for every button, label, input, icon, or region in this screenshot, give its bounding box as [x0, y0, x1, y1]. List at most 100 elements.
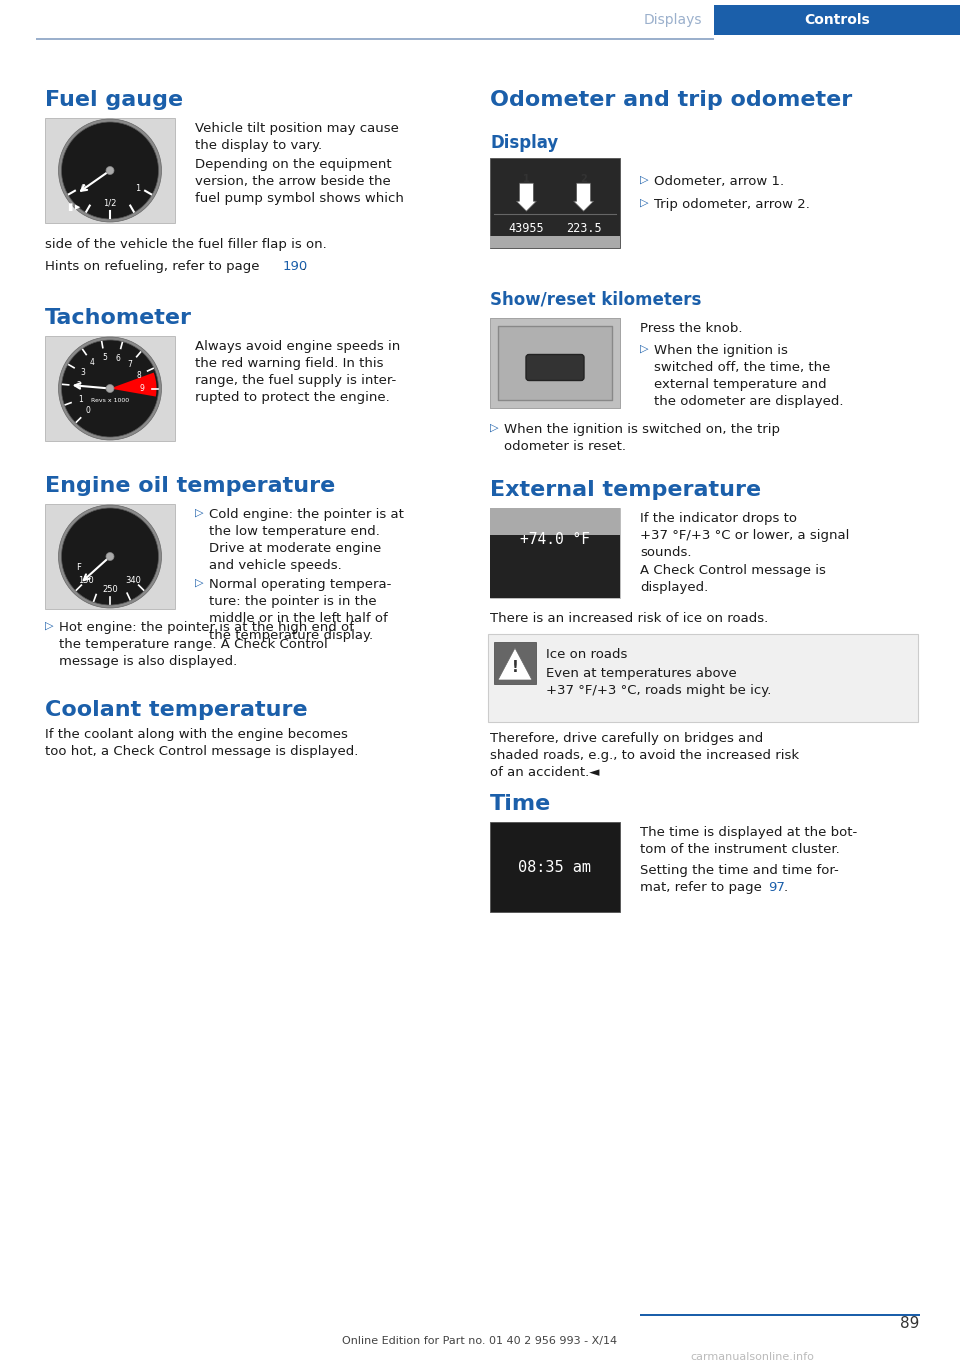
Text: F: F	[76, 564, 81, 572]
Text: switched off, the time, the: switched off, the time, the	[654, 361, 830, 375]
Text: Therefore, drive carefully on bridges and: Therefore, drive carefully on bridges an…	[490, 731, 763, 745]
Bar	[45, 336, 175, 441]
Text: Trip odometer, arrow 2.: Trip odometer, arrow 2.	[654, 197, 810, 211]
Text: If the indicator drops to: If the indicator drops to	[640, 512, 797, 524]
FancyArrow shape	[516, 184, 537, 211]
Bar	[490, 508, 620, 598]
Text: Fuel gauge: Fuel gauge	[45, 90, 183, 110]
Circle shape	[106, 553, 114, 561]
FancyBboxPatch shape	[526, 354, 584, 380]
Text: Odometer and trip odometer: Odometer and trip odometer	[490, 90, 852, 110]
Bar	[45, 118, 175, 223]
Bar	[498, 326, 612, 400]
Bar	[494, 642, 536, 684]
Text: When the ignition is: When the ignition is	[654, 345, 788, 357]
Text: ▷: ▷	[490, 424, 498, 433]
Text: A Check Control message is: A Check Control message is	[640, 564, 826, 577]
Text: 6: 6	[116, 354, 121, 362]
Text: side of the vehicle the fuel filler flap is on.: side of the vehicle the fuel filler flap…	[45, 238, 326, 251]
Text: ture: the pointer is in the: ture: the pointer is in the	[209, 595, 376, 607]
Text: ▷: ▷	[640, 197, 649, 208]
Text: 223.5: 223.5	[565, 222, 601, 234]
Text: Depending on the equipment: Depending on the equipment	[195, 158, 392, 172]
Polygon shape	[498, 648, 532, 680]
Circle shape	[61, 508, 158, 605]
Bar	[490, 535, 620, 598]
Text: Controls: Controls	[804, 14, 870, 27]
Circle shape	[59, 118, 161, 222]
Text: 5: 5	[102, 353, 107, 362]
Text: +74.0 °F: +74.0 °F	[520, 533, 590, 548]
Circle shape	[106, 384, 114, 392]
Text: 0: 0	[85, 406, 90, 415]
Text: 8: 8	[136, 370, 141, 380]
Bar	[714, 5, 960, 35]
Text: When the ignition is switched on, the trip: When the ignition is switched on, the tr…	[504, 424, 780, 436]
Text: 190: 190	[283, 260, 308, 272]
Text: mat, refer to page: mat, refer to page	[640, 881, 766, 893]
Text: Even at temperatures above: Even at temperatures above	[546, 667, 736, 680]
Text: ▷: ▷	[640, 174, 649, 185]
Text: odometer is reset.: odometer is reset.	[504, 440, 626, 454]
Bar	[490, 317, 620, 409]
Text: 08:35 am: 08:35 am	[518, 859, 591, 874]
Text: the temperature range. A Check Control: the temperature range. A Check Control	[59, 637, 327, 651]
Text: Engine oil temperature: Engine oil temperature	[45, 475, 335, 496]
Text: displayed.: displayed.	[640, 582, 708, 594]
Circle shape	[61, 123, 158, 219]
Text: Setting the time and time for-: Setting the time and time for-	[640, 864, 839, 877]
Text: ▮: ▮	[67, 202, 72, 212]
Text: 9: 9	[139, 384, 144, 394]
Text: Revs x 1000: Revs x 1000	[91, 398, 129, 403]
Text: +37 °F/+3 °C or lower, a signal: +37 °F/+3 °C or lower, a signal	[640, 528, 850, 542]
Text: 1: 1	[134, 184, 140, 192]
Text: Hints on refueling, refer to page: Hints on refueling, refer to page	[45, 260, 264, 272]
Text: 1: 1	[523, 174, 530, 184]
Text: Time: Time	[490, 794, 551, 814]
Text: 0: 0	[80, 184, 85, 192]
Bar	[488, 633, 918, 722]
Bar	[640, 1314, 920, 1316]
Text: message is also displayed.: message is also displayed.	[59, 655, 237, 667]
Text: and vehicle speeds.: and vehicle speeds.	[209, 558, 342, 572]
Text: There is an increased risk of ice on roads.: There is an increased risk of ice on roa…	[490, 612, 768, 625]
Text: carmanualsonline.info: carmanualsonline.info	[690, 1352, 814, 1362]
Text: sounds.: sounds.	[640, 546, 691, 558]
Text: Coolant temperature: Coolant temperature	[45, 700, 307, 720]
Text: tom of the instrument cluster.: tom of the instrument cluster.	[640, 843, 840, 855]
Text: 250: 250	[102, 586, 118, 594]
Text: Online Edition for Part no. 01 40 2 956 993 - X/14: Online Edition for Part no. 01 40 2 956 …	[343, 1336, 617, 1346]
Bar	[490, 317, 620, 409]
Bar	[490, 823, 620, 913]
Circle shape	[106, 166, 114, 174]
Text: Normal operating tempera-: Normal operating tempera-	[209, 577, 392, 591]
Text: the red warning field. In this: the red warning field. In this	[195, 357, 383, 370]
Text: .: .	[302, 260, 306, 272]
Text: 150: 150	[79, 576, 94, 584]
Text: the display to vary.: the display to vary.	[195, 139, 323, 153]
Text: range, the fuel supply is inter-: range, the fuel supply is inter-	[195, 375, 396, 387]
Bar	[36, 38, 714, 39]
Text: Show/reset kilometers: Show/reset kilometers	[490, 290, 702, 308]
Text: of an accident.◄: of an accident.◄	[490, 765, 599, 779]
Text: 3: 3	[81, 368, 85, 377]
Text: +37 °F/+3 °C, roads might be icy.: +37 °F/+3 °C, roads might be icy.	[546, 684, 772, 697]
Text: If the coolant along with the engine becomes: If the coolant along with the engine bec…	[45, 729, 348, 741]
Text: shaded roads, e.g., to avoid the increased risk: shaded roads, e.g., to avoid the increas…	[490, 749, 799, 761]
Circle shape	[59, 336, 161, 440]
Text: 43955: 43955	[509, 222, 544, 234]
Text: Odometer, arrow 1.: Odometer, arrow 1.	[654, 174, 784, 188]
FancyArrow shape	[574, 184, 593, 211]
Circle shape	[59, 505, 161, 607]
Text: middle or in the left half of: middle or in the left half of	[209, 612, 388, 625]
Text: 1/2: 1/2	[104, 199, 117, 207]
Text: 89: 89	[900, 1316, 920, 1331]
Text: 340: 340	[126, 576, 142, 584]
Text: ▷: ▷	[195, 577, 204, 588]
Text: ▷: ▷	[195, 508, 204, 518]
Text: Cold engine: the pointer is at: Cold engine: the pointer is at	[209, 508, 404, 522]
Text: the temperature display.: the temperature display.	[209, 629, 373, 642]
Bar	[490, 158, 620, 248]
Text: ▷: ▷	[640, 345, 649, 354]
Text: 7: 7	[128, 360, 132, 369]
